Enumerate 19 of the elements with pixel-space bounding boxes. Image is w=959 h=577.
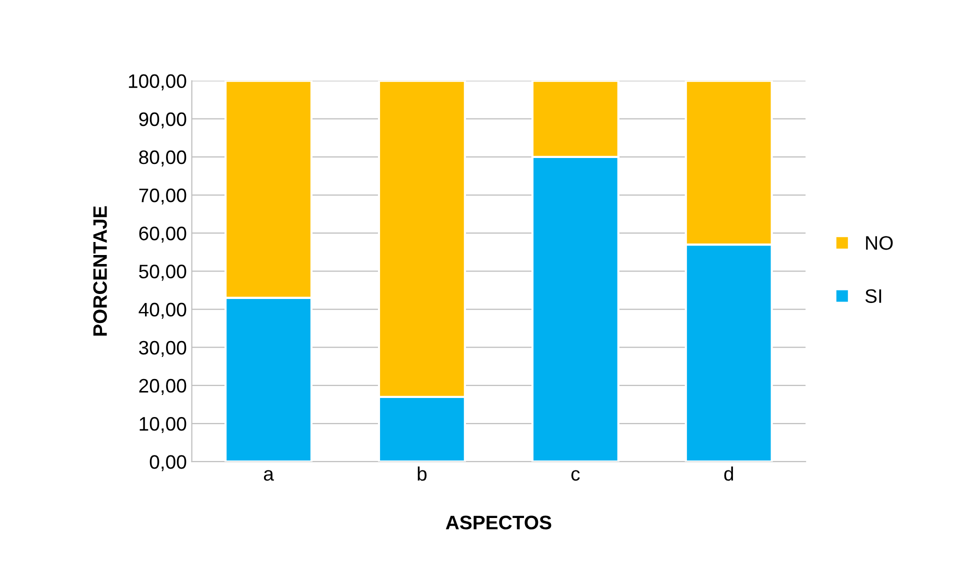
y-tick-label: 100,00 xyxy=(128,74,186,90)
x-tick-label: b xyxy=(418,466,427,481)
legend-label: NO xyxy=(866,236,893,250)
y-tick-label: 40,00 xyxy=(138,302,186,319)
x-tick-label: d xyxy=(724,466,733,481)
x-tick-label: a xyxy=(264,470,274,481)
y-tick-label: 20,00 xyxy=(139,378,186,395)
y-tick-label: 90,00 xyxy=(139,112,186,128)
y-tick-label: 80,00 xyxy=(139,150,186,166)
x-axis-title: ASPECTOS xyxy=(446,516,552,530)
legend-label: SI xyxy=(865,289,882,303)
y-tick-label: 50,00 xyxy=(139,264,186,281)
x-tick-label: c xyxy=(571,470,580,481)
y-axis-title: PORCENTAJE xyxy=(93,206,107,336)
y-tick-label: 60,00 xyxy=(139,226,186,243)
y-tick-label: 10,00 xyxy=(140,416,186,434)
y-tick-label: 0,00 xyxy=(150,455,186,472)
y-tick-label: 70,00 xyxy=(139,188,186,205)
y-tick-label: 30,00 xyxy=(139,340,186,357)
